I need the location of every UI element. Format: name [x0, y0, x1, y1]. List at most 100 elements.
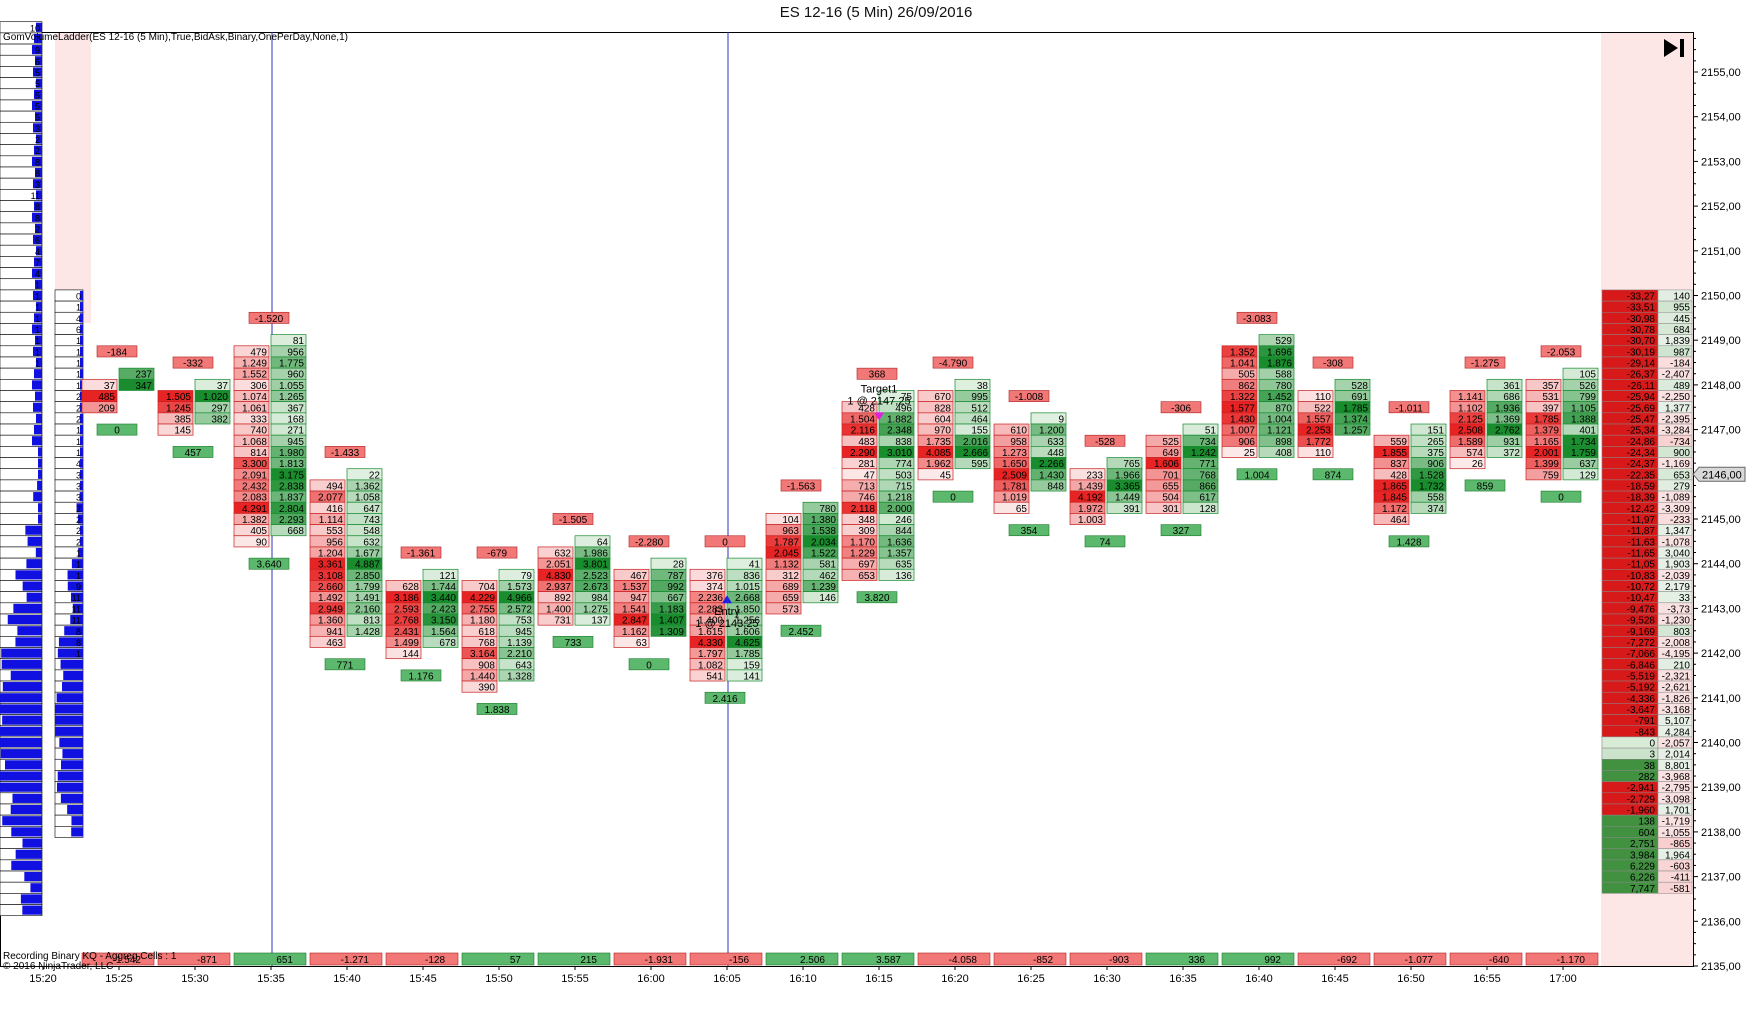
- ladder-volume-value: -2,395: [1662, 414, 1691, 425]
- profile-right-value: 1: [76, 426, 81, 436]
- ask-value: 367: [287, 403, 304, 414]
- bid-value: 467: [630, 571, 647, 582]
- footprint-bar[interactable]: 7044.2292.7551.1806187683.1649081.440390…: [461, 546, 535, 966]
- ask-value: 1.428: [355, 627, 380, 638]
- bar-delta-value: -1.931: [645, 955, 674, 966]
- ladder-delta-value: 0: [1649, 739, 1655, 750]
- copyright-label: © 2016 NinjaTrader, LLC: [3, 961, 114, 972]
- profile-right-value: 4: [76, 314, 81, 324]
- profile-right-bar: [56, 693, 83, 703]
- profile-right-bar: [80, 335, 83, 345]
- bid-value: 1.114: [319, 515, 344, 526]
- order-marker[interactable]: [722, 595, 732, 604]
- ask-value: 2.666: [963, 448, 988, 459]
- profile-bar: [35, 279, 42, 289]
- bid-value: 505: [1238, 370, 1255, 381]
- bid-cell: [1221, 446, 1258, 458]
- profile-right-bar: [60, 793, 83, 803]
- ladder-volume-value: 8,801: [1665, 761, 1690, 772]
- ask-value: 51: [1205, 426, 1217, 437]
- ask-value: 2.293: [279, 515, 304, 526]
- footprint-bar[interactable]: 1105221.5572.2531.7721105286911.7851.374…: [1297, 356, 1371, 966]
- ladder-delta-value: -24,37: [1627, 459, 1656, 470]
- footprint-bar[interactable]: 5591.8558374281.8651.8451.17246415126537…: [1373, 401, 1447, 966]
- footprint-bar[interactable]: 3763742.2362.2831.4001.6154.3301.7971.08…: [689, 535, 763, 966]
- bid-value: 1.650: [1002, 459, 1027, 470]
- profile-bar: [35, 547, 42, 558]
- profile-bar: [34, 33, 42, 44]
- profile-cell: [0, 412, 43, 425]
- profile-right-value: 1: [76, 448, 81, 458]
- ladder-delta-value: -7,272: [1627, 638, 1656, 649]
- footprint-bar[interactable]: 4671.5379471.5412.8471.16263287879926671…: [613, 535, 687, 966]
- ask-value: 2.804: [279, 504, 304, 515]
- ask-value: 2.838: [279, 481, 304, 492]
- footprint-bar[interactable]: 6283.1862.5932.7682.4311.4991441211.7443…: [385, 546, 459, 966]
- profile-bar: [34, 89, 42, 99]
- bid-value: 1.141: [1458, 392, 1483, 403]
- bid-value: 1.399: [1534, 459, 1559, 470]
- bid-value: 553: [326, 526, 343, 537]
- bid-value: 309: [858, 526, 875, 537]
- footprint-bar[interactable]: 1.3521.0415058621.3221.5771.4301.0079062…: [1221, 311, 1295, 966]
- profile-right-value: 1: [76, 303, 81, 313]
- profile-right-bar: [67, 570, 83, 580]
- ask-value: 271: [287, 426, 304, 437]
- bid-value: 104: [782, 515, 799, 526]
- bid-value: 233: [1086, 470, 1103, 481]
- bid-value: 494: [326, 481, 343, 492]
- profile-bar: [0, 782, 42, 792]
- profile-bar: [33, 346, 42, 356]
- bid-value: 731: [554, 616, 571, 627]
- bid-value: 348: [858, 515, 875, 526]
- ask-value: 632: [363, 537, 380, 548]
- footprint-bar[interactable]: 4942.0774161.1145539561.2043.3613.1082.6…: [309, 446, 383, 966]
- bid-value: 1.180: [470, 616, 495, 627]
- bid-value: 2.509: [1002, 470, 1027, 481]
- y-tick-label: 2149,00: [1701, 335, 1741, 347]
- bid-value: 4.085: [926, 448, 951, 459]
- footprint-bar[interactable]: 4791.2491.5523061.0741.0613337401.068814…: [233, 311, 307, 966]
- profile-bar: [15, 637, 42, 647]
- bar-delta-value: 992: [1264, 955, 1281, 966]
- ask-value: 462: [819, 571, 836, 582]
- ask-value: 1.309: [659, 627, 684, 638]
- profile-right-bar: [80, 402, 83, 412]
- bid-value: 963: [782, 526, 799, 537]
- bid-value: 1.379: [1534, 426, 1559, 437]
- ask-value: 2.850: [355, 571, 380, 582]
- profile-bar: [32, 212, 42, 222]
- x-tick-label: 15:20: [29, 973, 57, 985]
- bid-value: 2.091: [242, 470, 267, 481]
- low-delta-box: [1388, 535, 1430, 548]
- profile-left-value: 1: [35, 336, 40, 346]
- ask-value: 898: [1275, 437, 1292, 448]
- bar-delta-box: [1069, 952, 1143, 966]
- low-delta-value: 74: [1099, 537, 1111, 548]
- bid-value: 958: [1010, 437, 1027, 448]
- high-delta-value: -2.280: [635, 537, 664, 548]
- order-marker[interactable]: [874, 412, 884, 421]
- profile-bar: [38, 514, 42, 524]
- bid-value: 2.051: [546, 560, 571, 571]
- ask-value: 105: [1579, 370, 1596, 381]
- profile-right-bar: [80, 391, 83, 401]
- skip-to-end-button[interactable]: [1661, 36, 1687, 60]
- profile-bar: [35, 56, 42, 66]
- bid-value: 3.164: [470, 649, 495, 660]
- ladder-delta-value: -26,11: [1627, 381, 1655, 392]
- profile-bar: [11, 827, 42, 837]
- footprint-bar[interactable]: 4281.5042.1164832.290281477137462.118348…: [841, 367, 915, 966]
- x-tick-label: 15:40: [333, 973, 361, 985]
